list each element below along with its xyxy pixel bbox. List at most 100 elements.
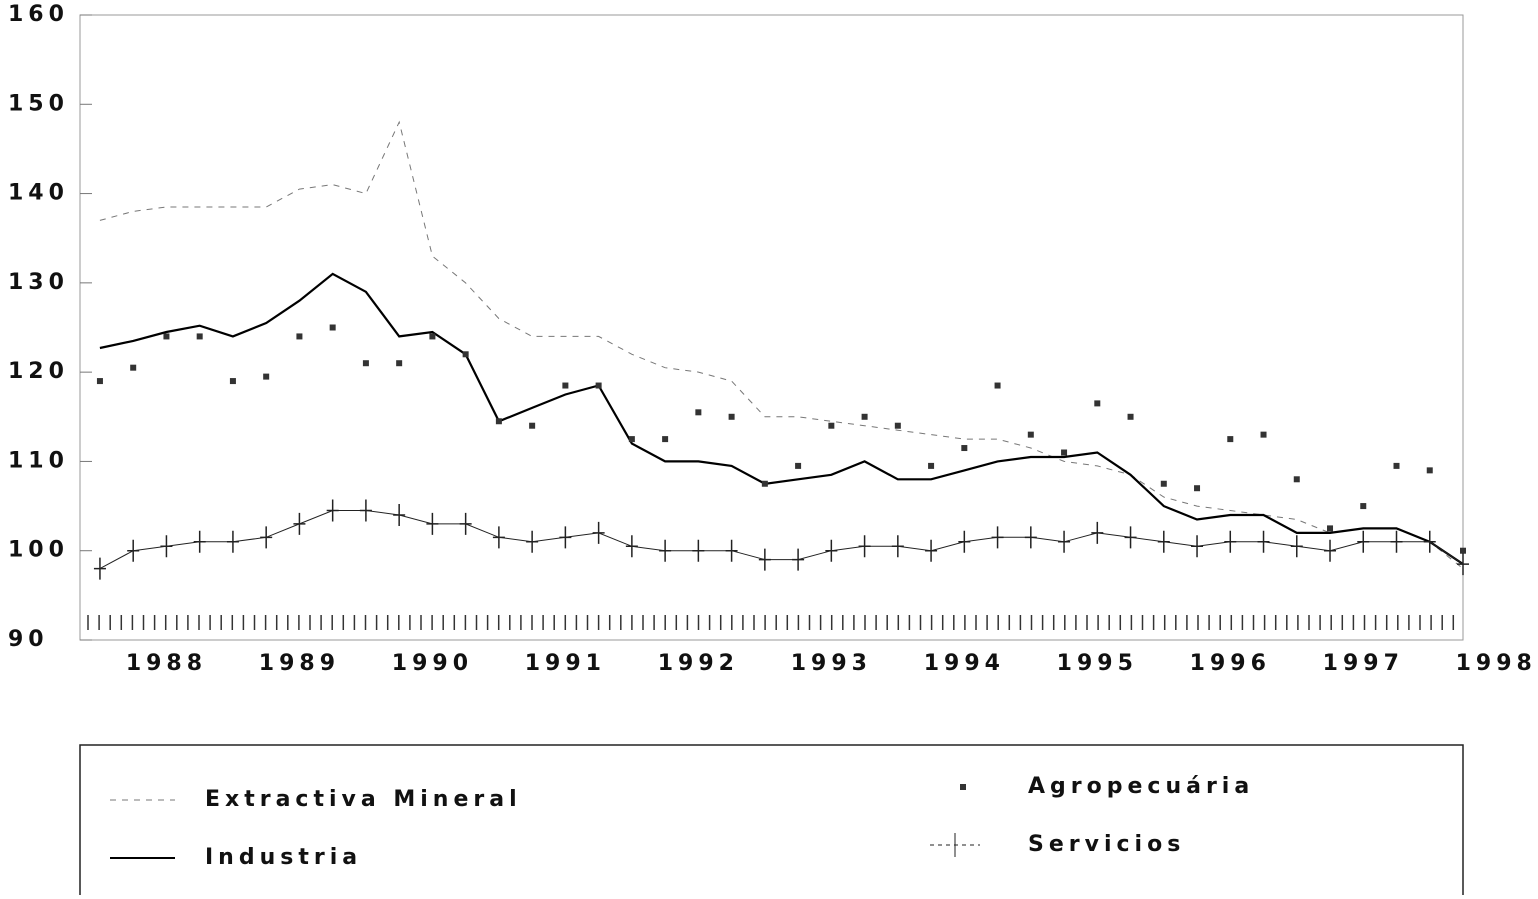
point-marker <box>462 351 469 358</box>
point-marker <box>928 462 935 469</box>
plus-marker <box>1423 530 1436 553</box>
legend-box <box>79 744 1464 899</box>
x-tick-label: 1988 <box>126 651 207 676</box>
y-tick-label: 150 <box>8 91 69 116</box>
point-marker <box>1360 503 1367 510</box>
x-tick-label: 1991 <box>525 651 606 676</box>
x-tick-label: 1997 <box>1323 651 1404 676</box>
plus-marker <box>559 526 572 549</box>
plus-marker <box>1124 526 1137 549</box>
plus-marker <box>659 539 672 562</box>
point-marker <box>695 409 702 416</box>
plus-marker <box>1257 530 1270 553</box>
legend-sample <box>960 784 966 790</box>
point-marker <box>1227 436 1234 443</box>
y-tick-label: 100 <box>8 538 69 563</box>
point-marker <box>1160 480 1167 487</box>
point-marker <box>728 413 735 420</box>
legend-label: Servicios <box>1028 832 1185 857</box>
point-marker <box>163 333 170 340</box>
y-tick-label: 110 <box>8 448 69 473</box>
point-marker <box>1061 449 1068 456</box>
x-tick-label: 1993 <box>791 651 872 676</box>
plus-marker <box>1290 535 1303 558</box>
x-tick-label: 1989 <box>259 651 340 676</box>
point-marker <box>362 360 369 367</box>
plus-marker <box>1357 530 1370 553</box>
plus-marker <box>260 526 273 549</box>
legend-label: Industria <box>205 845 362 870</box>
plus-marker <box>1191 535 1204 558</box>
x-tick-label: 1998 <box>1456 651 1537 676</box>
point-marker <box>1027 431 1034 438</box>
x-tick-label: 1994 <box>924 651 1005 676</box>
legend-label: Agropecuária <box>1028 774 1254 799</box>
plus-marker <box>160 535 173 558</box>
point-marker <box>628 436 635 443</box>
x-tick-label: 1996 <box>1190 651 1271 676</box>
plus-marker <box>725 539 738 562</box>
point-marker <box>1094 400 1101 407</box>
x-tick-label: 1995 <box>1057 651 1138 676</box>
plus-marker <box>1390 530 1403 553</box>
y-tick-label: 90 <box>8 627 49 652</box>
point-marker <box>229 378 236 385</box>
plus-marker <box>825 539 838 562</box>
point-marker <box>1260 431 1267 438</box>
plus-marker <box>326 499 339 522</box>
point-marker <box>1393 462 1400 469</box>
legend-label: Extractiva Mineral <box>205 787 522 812</box>
point-marker <box>1127 413 1134 420</box>
series-line <box>99 510 1464 570</box>
plus-marker <box>1058 530 1071 553</box>
plus-marker <box>792 548 805 571</box>
y-tick-label: 120 <box>8 359 69 384</box>
point-marker <box>662 436 669 443</box>
plus-marker <box>393 504 406 526</box>
point-marker <box>761 480 768 487</box>
point-marker <box>894 422 901 429</box>
plus-marker <box>93 557 106 580</box>
plus-marker <box>858 535 871 558</box>
y-tick-label: 160 <box>8 2 69 27</box>
plus-marker <box>991 526 1004 549</box>
plus-marker <box>692 539 705 562</box>
point-marker <box>495 418 502 425</box>
plus-marker <box>1457 553 1469 576</box>
point-marker <box>1426 467 1433 474</box>
point-marker <box>296 333 303 340</box>
plus-marker <box>1324 539 1337 562</box>
plus-marker <box>492 526 505 549</box>
point-marker <box>429 333 436 340</box>
plus-marker <box>359 499 372 522</box>
point-marker <box>263 373 270 380</box>
plus-marker <box>625 535 638 558</box>
y-tick-label: 140 <box>8 181 69 206</box>
point-marker <box>994 382 1001 389</box>
point-marker <box>529 422 536 429</box>
plus-marker <box>426 512 439 535</box>
point-marker <box>1327 525 1334 532</box>
plus-marker <box>293 512 306 535</box>
plus-marker <box>758 548 771 571</box>
point-marker <box>1460 547 1466 554</box>
series-line <box>99 272 1464 566</box>
plus-marker <box>958 530 971 553</box>
plus-marker <box>1091 521 1104 544</box>
plus-marker <box>1157 530 1170 553</box>
plus-marker <box>891 535 904 558</box>
point-marker <box>130 364 137 371</box>
series-line <box>99 120 1464 569</box>
plus-marker <box>193 530 206 553</box>
point-marker <box>961 445 968 452</box>
plus-marker <box>925 539 938 562</box>
plus-marker <box>526 530 539 553</box>
x-tick-label: 1990 <box>392 651 473 676</box>
point-marker <box>196 333 203 340</box>
plus-marker <box>226 530 239 553</box>
y-tick-label: 130 <box>8 270 69 295</box>
point-marker <box>396 360 403 367</box>
point-marker <box>329 324 336 331</box>
point-marker <box>828 422 835 429</box>
